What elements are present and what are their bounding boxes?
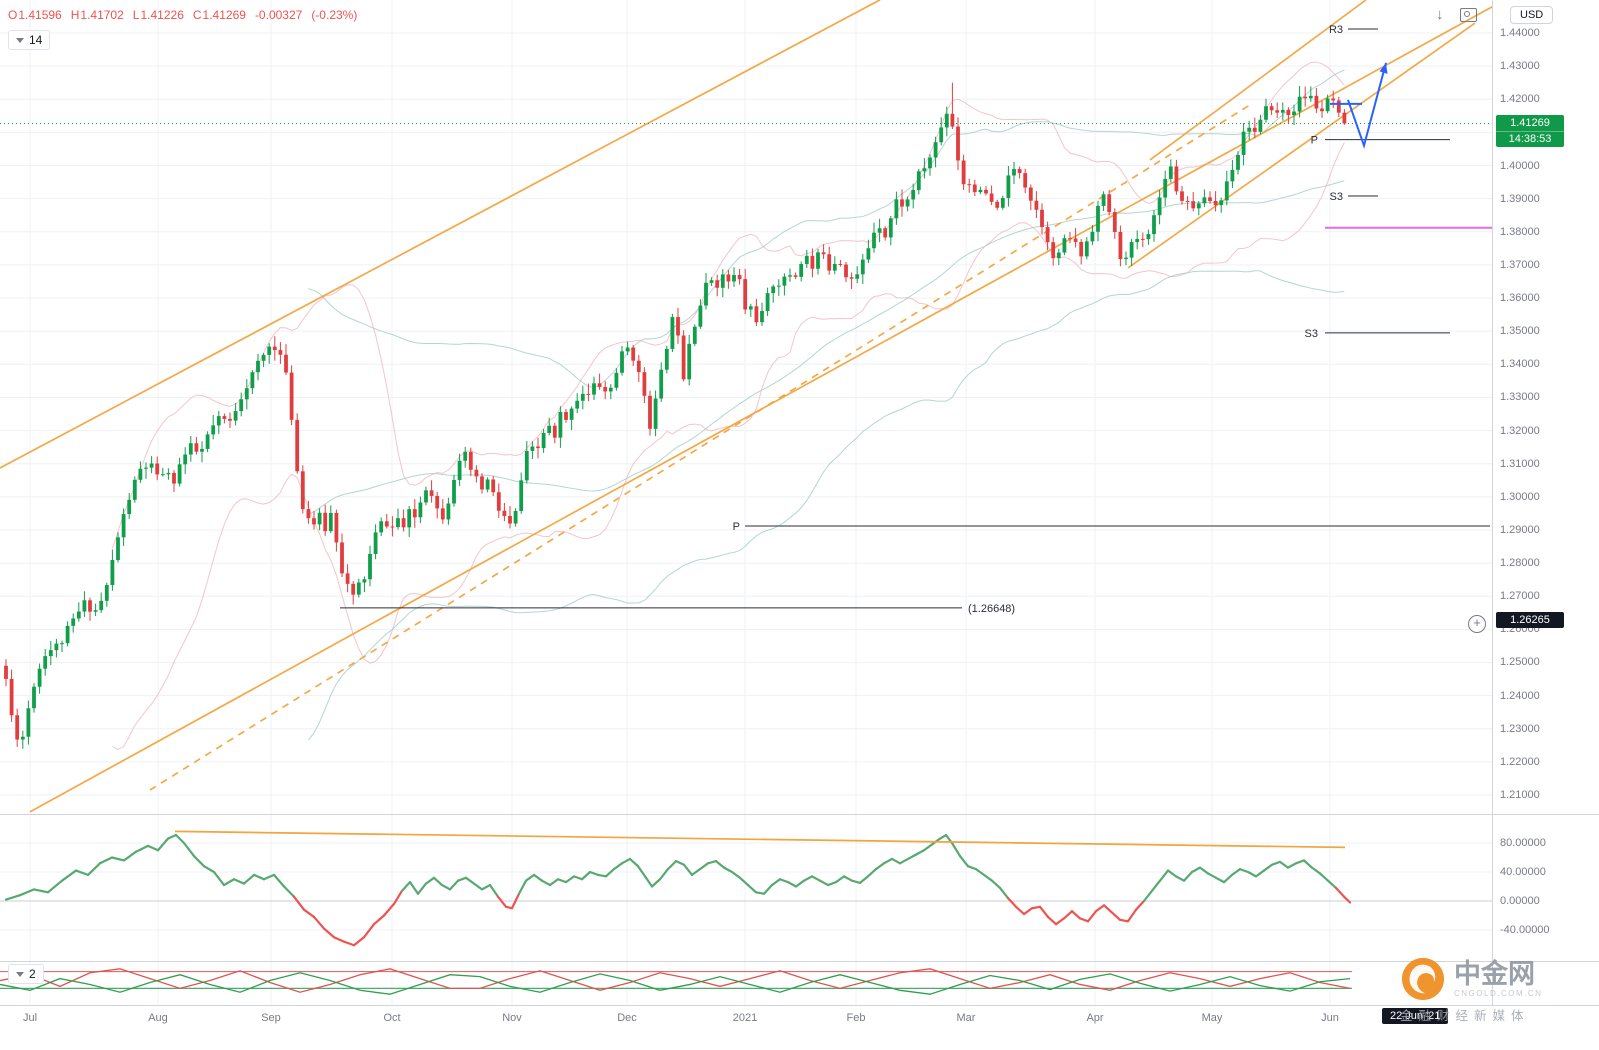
price-tick-label: 1.40000 bbox=[1500, 159, 1540, 172]
pivot-level-label: R3 bbox=[1329, 24, 1343, 36]
price-tick-label: 1.34000 bbox=[1500, 358, 1540, 371]
oscillator-tick-label: 40.00000 bbox=[1500, 866, 1546, 878]
price-axis[interactable]: 1.41269 14:38:53 1.26265 1.44000 1.43000 1… bbox=[1492, 0, 1599, 1005]
time-axis-month-label: Aug bbox=[148, 1012, 168, 1024]
ohlc-info: O 1.41596 H 1.41702 L 1.41226 C 1.41269 -0.0… bbox=[8, 8, 357, 22]
price-tick-label: 1.38000 bbox=[1500, 225, 1540, 238]
oscillator-tick-label: 0.00000 bbox=[1500, 895, 1540, 907]
price-tick-label: 1.44000 bbox=[1500, 27, 1540, 39]
price-tick-label: 1.21000 bbox=[1500, 789, 1540, 801]
time-axis-month-label: May bbox=[1201, 1012, 1223, 1024]
pivot-level-label: P bbox=[733, 521, 740, 533]
close-label: C bbox=[192, 8, 202, 22]
time-axis-month-label: Dec bbox=[617, 1012, 637, 1024]
open-value: 1.41596 bbox=[18, 8, 62, 22]
last-price-value: 1.41269 bbox=[1496, 115, 1564, 131]
period-value: 14 bbox=[29, 33, 43, 47]
close-value: 1.41269 bbox=[202, 8, 246, 22]
period-dropdown[interactable]: 14 bbox=[8, 30, 51, 50]
cngold-watermark: 中金网 CNGOLD.COM.CN 金融财经新媒体 bbox=[1400, 956, 1594, 1024]
watermark-tagline: 金融财经新媒体 bbox=[1400, 1009, 1530, 1023]
time-axis[interactable]: 22 Jun '21 Jul Aug Sep Oct Nov Dec 2021 Feb Mar A… bbox=[0, 1006, 1599, 1050]
high-label: H bbox=[70, 8, 80, 22]
low-label: L bbox=[132, 8, 140, 22]
cngold-logo-icon bbox=[1401, 957, 1445, 1001]
price-tick-label: 1.29000 bbox=[1500, 523, 1540, 536]
price-tick-label: 1.42000 bbox=[1500, 93, 1540, 106]
time-axis-month-label: Jul bbox=[22, 1012, 38, 1024]
price-tick-label: 1.36000 bbox=[1500, 292, 1540, 305]
price-tick-label: 1.37000 bbox=[1500, 258, 1540, 271]
change-value: -0.00327 bbox=[254, 8, 303, 22]
pivot-level-label: P bbox=[1311, 135, 1318, 147]
bar-countdown: 14:38:53 bbox=[1496, 131, 1564, 147]
last-price-badge: 1.41269 14:38:53 bbox=[1496, 115, 1564, 147]
price-tick-label: 1.22000 bbox=[1500, 755, 1540, 768]
time-axis-month-label: Jun bbox=[1321, 1012, 1339, 1024]
change-percent: (-0.23%) bbox=[311, 8, 358, 22]
crosshair-price-badge: 1.26265 bbox=[1496, 612, 1564, 628]
download-icon[interactable]: ↓ bbox=[1436, 6, 1444, 23]
high-value: 1.41702 bbox=[80, 8, 124, 22]
price-tick-label: 1.27000 bbox=[1500, 590, 1540, 603]
pivot-level-label: S3 bbox=[1305, 328, 1318, 340]
screenshot-icon[interactable] bbox=[1459, 8, 1477, 22]
time-axis-month-label: Mar bbox=[956, 1012, 976, 1024]
pivot-level-label: (1.26648) bbox=[968, 603, 1015, 615]
time-axis-month-label: Oct bbox=[383, 1012, 401, 1024]
price-tick-label: 1.32000 bbox=[1500, 424, 1540, 437]
indicator-value: 2 bbox=[29, 967, 36, 981]
price-tick-label: 1.23000 bbox=[1500, 722, 1540, 735]
chevron-down-icon bbox=[16, 971, 24, 977]
indicator-dropdown[interactable]: 2 bbox=[8, 964, 44, 984]
low-value: 1.41226 bbox=[140, 8, 184, 22]
plus-icon[interactable]: + bbox=[1468, 615, 1486, 633]
price-tick-label: 1.33000 bbox=[1500, 391, 1540, 404]
time-axis-month-label: Sep bbox=[261, 1012, 281, 1024]
price-tick-label: 1.43000 bbox=[1500, 60, 1540, 73]
price-tick-label: 1.28000 bbox=[1500, 557, 1540, 570]
price-tick-label: 1.24000 bbox=[1500, 689, 1540, 702]
oscillator-tick-label: -40.00000 bbox=[1500, 924, 1550, 936]
oscillator-tick-label: 80.00000 bbox=[1500, 837, 1546, 849]
time-axis-month-label: Feb bbox=[846, 1012, 866, 1024]
chart-toolbar: ↓ bbox=[1436, 6, 1477, 24]
price-tick-label: 1.31000 bbox=[1500, 457, 1540, 470]
currency-label[interactable]: USD bbox=[1510, 6, 1554, 24]
crosshair-date-badge: 22 Jun '21 bbox=[1382, 1008, 1449, 1024]
pivot-level-label: S3 bbox=[1330, 191, 1343, 203]
watermark-title: 中金网 bbox=[1454, 959, 1535, 989]
price-tick-label: 1.39000 bbox=[1500, 192, 1540, 205]
price-tick-label: 1.35000 bbox=[1500, 325, 1540, 338]
watermark-domain: CNGOLD.COM.CN bbox=[1454, 989, 1543, 998]
price-tick-label: 1.25000 bbox=[1500, 656, 1540, 669]
time-axis-month-label: 2021 bbox=[732, 1012, 758, 1024]
price-tick-label: 1.30000 bbox=[1500, 490, 1540, 503]
chevron-down-icon bbox=[16, 37, 24, 43]
time-axis-month-label: Apr bbox=[1086, 1012, 1104, 1024]
time-axis-month-label: Nov bbox=[502, 1012, 522, 1024]
open-label: O bbox=[8, 8, 18, 22]
